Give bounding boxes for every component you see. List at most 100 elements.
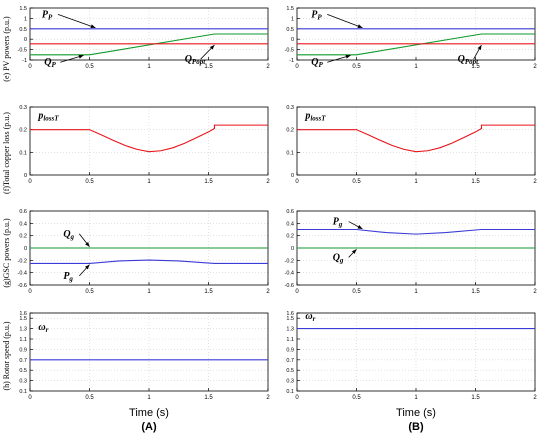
y-tick-label: 0.1 <box>19 389 27 395</box>
y-tick-label: 1 <box>24 16 27 22</box>
y-tick-label: -0.4 <box>285 271 294 277</box>
annotation-arrowhead <box>477 45 482 50</box>
y-tick-label: 0.4 <box>286 221 294 227</box>
x-tick-label: 1 <box>147 179 151 185</box>
annotation-plosst-f-A: plossT <box>37 110 59 122</box>
annotation-subscript: lossT <box>43 114 59 122</box>
series-line-pg-g-B <box>297 228 535 235</box>
x-tick-label: 2 <box>533 179 537 185</box>
annotation-arrow <box>327 13 363 29</box>
annotation-qg-g-A: Qg <box>63 229 74 241</box>
annotation-arrow <box>57 13 96 29</box>
y-tick-label: -0.5 <box>285 48 294 54</box>
annotation-subscript: Popt <box>465 58 479 66</box>
y-tick-label: 0.2 <box>286 128 294 134</box>
annotation-subscript: P <box>317 13 322 21</box>
x-tick-label: 0 <box>28 395 32 401</box>
annotation-ωr-h-A: ωr <box>38 322 48 334</box>
x-tick-label: 1 <box>147 395 151 401</box>
x-tick-label: 1 <box>414 179 418 185</box>
y-tick-label: 0.5 <box>19 368 27 374</box>
x-axis-title-b: Time (s) <box>396 407 436 419</box>
annotation-arrowhead <box>84 264 90 270</box>
panel-f-B: 0 0.5 1 1.5 2 0 0.1 0.2 0.3 plossT <box>286 105 537 185</box>
y-tick-label: 0 <box>24 246 27 252</box>
series-line-plosst-f-A <box>30 124 268 153</box>
x-tick-label: 2 <box>533 395 537 401</box>
row-label-h: (h) Rotor speed (p.u.) <box>2 321 11 391</box>
annotation-arrowhead <box>357 24 363 28</box>
y-tick-label: -0.5 <box>18 48 27 54</box>
annotation-pg-g-B: Pg <box>333 217 343 229</box>
row-label-g: (g)GSC powers (p.u.) <box>2 218 11 288</box>
annotation-arrowhead <box>209 45 215 50</box>
x-tick-label: 0 <box>295 64 299 70</box>
y-tick-label: -0.4 <box>18 271 27 277</box>
x-tick-label: 0.5 <box>352 64 361 70</box>
x-tick-label: 1.5 <box>471 395 480 401</box>
y-tick-label: 0.7 <box>286 358 294 364</box>
y-tick-label: 0.2 <box>19 234 27 240</box>
y-tick-label: 1.3 <box>286 327 294 333</box>
x-tick-label: 2 <box>266 289 270 295</box>
annotation-pg-g-A: Pg <box>63 271 73 283</box>
y-tick-label: 1.3 <box>19 327 27 333</box>
annotation-arrowhead <box>351 249 357 254</box>
y-tick-label: 1.6 <box>286 311 294 317</box>
panel-h-A: 0 0.5 1 1.5 20.10.30.50.70.91.11.31.51.6ωr <box>19 311 270 401</box>
annotation-subscript: g <box>70 233 75 241</box>
y-tick-label: 0.3 <box>286 379 294 385</box>
annotation-arrowhead <box>85 241 90 247</box>
x-tick-label: 0.5 <box>85 289 94 295</box>
y-tick-label: 1.1 <box>286 337 294 343</box>
annotation-qpopt-e-A: QPopt <box>185 54 207 66</box>
x-tick-label: 1 <box>414 289 418 295</box>
series-line-qp-e-B <box>297 33 535 56</box>
y-tick-label: 0 <box>24 37 27 43</box>
series-line-plosst-f-B <box>297 124 535 153</box>
column-label-a: (A) <box>141 421 157 433</box>
x-tick-label: 1.5 <box>204 395 213 401</box>
y-tick-label: 1.5 <box>286 316 294 322</box>
y-tick-label: 0.5 <box>19 27 27 33</box>
y-tick-label: 0.5 <box>286 368 294 374</box>
x-tick-label: 1.5 <box>471 64 480 70</box>
y-tick-label: 0 <box>291 246 294 252</box>
y-tick-label: -1 <box>22 58 27 64</box>
panel-h-B: 0 0.5 1 1.5 20.10.30.50.70.91.11.31.51.6 ωr <box>286 311 537 401</box>
y-tick-label: 0.2 <box>286 234 294 240</box>
annotation-subscript: g <box>68 275 73 283</box>
y-tick-label: 0.9 <box>19 347 27 353</box>
y-tick-label: -0.6 <box>285 283 294 289</box>
panel-f-A: 0 0.5 1 1.5 2 0 0.1 0.2 0.3 plossT <box>19 105 270 185</box>
panel-g-B: 0 0.5 1 1.5 2 -0.6 -0.4 -0.2 0 0.2 0.4 0.6 Pg Qg <box>285 209 538 295</box>
x-tick-label: 1 <box>414 64 418 70</box>
y-tick-label: 1 <box>291 16 294 22</box>
y-tick-label: 0.1 <box>286 389 294 395</box>
annotation-subscript: g <box>339 256 344 264</box>
annotation-arrowhead <box>357 225 363 229</box>
y-tick-label: 0.5 <box>286 27 294 33</box>
x-tick-label: 0 <box>295 179 299 185</box>
y-tick-label: -0.2 <box>18 258 27 264</box>
y-tick-label: 0 <box>291 37 294 43</box>
annotation-subscript: r <box>313 315 316 323</box>
x-tick-label: 1.5 <box>471 289 480 295</box>
x-tick-label: 1.5 <box>204 179 213 185</box>
x-tick-label: 2 <box>266 179 270 185</box>
y-tick-label: 0.7 <box>19 358 27 364</box>
y-tick-label: 0 <box>291 173 294 179</box>
y-tick-label: 0.3 <box>19 105 27 111</box>
x-tick-label: 0 <box>295 289 299 295</box>
annotation-qpopt-e-B: QPopt <box>458 54 480 66</box>
y-tick-label: 0.1 <box>19 150 27 156</box>
x-axis-title-a: Time (s) <box>129 407 169 419</box>
annotation-subscript: Popt <box>192 58 206 66</box>
x-tick-label: 2 <box>266 64 270 70</box>
annotation-subscript: r <box>46 326 49 334</box>
x-tick-label: 2 <box>533 289 537 295</box>
x-tick-label: 1.5 <box>204 64 213 70</box>
